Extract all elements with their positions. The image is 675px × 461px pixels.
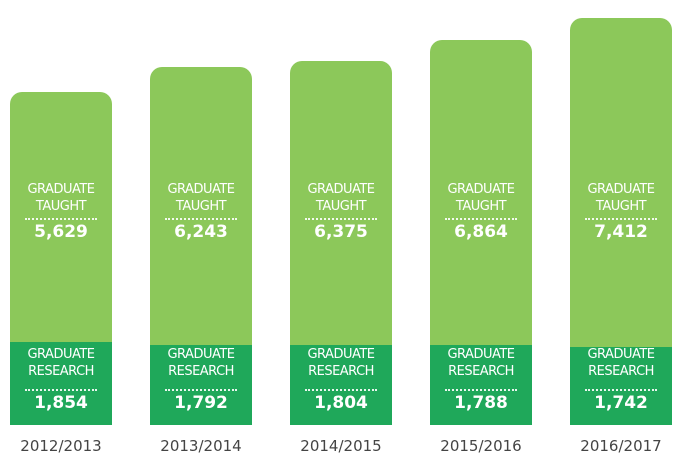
value-label: 6,864 <box>445 218 517 242</box>
value-label: 5,629 <box>25 218 97 242</box>
segment-label: GRADUATE TAUGHT <box>587 182 655 214</box>
bar-segment <box>430 39 532 346</box>
bar-segment <box>570 347 672 425</box>
x-tick-label: 2012/2013 <box>20 437 102 455</box>
value-label: 1,788 <box>445 389 517 413</box>
segment-label: GRADUATE TAUGHT <box>307 182 375 214</box>
segment-label: GRADUATE RESEARCH <box>587 347 655 379</box>
value-label: 7,412 <box>585 218 657 242</box>
bar-segment <box>10 92 112 343</box>
x-tick-label: 2014/2015 <box>300 437 382 455</box>
segment-label: GRADUATE RESEARCH <box>307 347 375 379</box>
value-label: 1,804 <box>305 389 377 413</box>
bar-segment <box>10 342 112 425</box>
segment-label: GRADUATE TAUGHT <box>167 182 235 214</box>
segment-label: GRADUATE TAUGHT <box>447 182 515 214</box>
bar-segment <box>150 67 252 346</box>
value-label: 6,375 <box>305 218 377 242</box>
value-label: 6,243 <box>165 218 237 242</box>
value-label: 1,792 <box>165 389 237 413</box>
bar-segment <box>150 345 252 425</box>
bar-segment <box>570 17 672 348</box>
segment-label: GRADUATE RESEARCH <box>447 347 515 379</box>
segment-label: GRADUATE RESEARCH <box>167 347 235 379</box>
bar-segment <box>290 61 392 345</box>
x-tick-label: 2015/2016 <box>440 437 522 455</box>
segment-label: GRADUATE RESEARCH <box>27 347 95 379</box>
x-tick-label: 2016/2017 <box>580 437 662 455</box>
value-label: 1,742 <box>585 389 657 413</box>
bar-segment <box>430 345 532 425</box>
x-tick-label: 2013/2014 <box>160 437 242 455</box>
bar-segment <box>290 344 392 425</box>
segment-label: GRADUATE TAUGHT <box>27 182 95 214</box>
value-label: 1,854 <box>25 389 97 413</box>
